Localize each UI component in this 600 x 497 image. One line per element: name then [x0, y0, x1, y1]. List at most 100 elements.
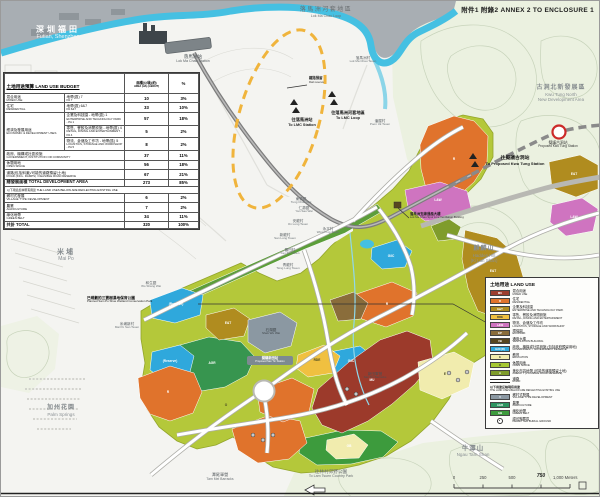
zone-code-et: E&T — [489, 269, 497, 273]
label-zh: 古洞北新發展區 — [536, 85, 586, 91]
shenzhen-buildings — [31, 9, 125, 36]
row-area: 57 — [124, 111, 169, 126]
label-proposed-kwu-tung-station: 擬議古洞站 Proposed Kwu Tung Station — [538, 141, 578, 149]
label-en: Lok Ma Chau Loop — [310, 13, 342, 18]
zone-ent-tech-3 — [205, 307, 251, 341]
label-en: Fan Tin Tsuen — [280, 251, 300, 256]
zone-mixed-use — [311, 330, 434, 434]
label-zh: 落馬洲支線通風大樓 — [410, 212, 441, 216]
label-shek-wu-wai: 石湖圍 Shek Wu Wai — [262, 328, 280, 336]
row-en: OPEN SPACE — [6, 164, 26, 169]
label-tam-mei-barracks: 潭尾軍營 Tam Mei Barracks — [206, 472, 233, 482]
grand-total-row: 共計 TOTAL 320 100% — [4, 220, 199, 229]
zone-code-e: E — [443, 372, 447, 376]
table-title-cell: 土地用途預算 LAND USE BUDGET — [4, 73, 125, 94]
label-zh: 永平村 — [322, 227, 334, 231]
scalebar-750: 750 — [536, 473, 546, 479]
label-en: Mai Po San Tsuen — [114, 325, 140, 330]
burial-ground-icon — [490, 417, 510, 424]
area-header-en: AREA (HA) (ABOUT) — [133, 84, 160, 88]
label-futian-shenzhen: 深圳福田 Futian, Shenzhen — [36, 25, 80, 41]
legend-zh: 認可殯葬區 — [512, 416, 530, 421]
pct-header: % — [168, 73, 199, 94]
table-row: 道路(包括斜道)/可能的道路預留(土地) ROAD (INCL. RAMPS) /… — [4, 169, 199, 180]
legend-swatch-et: E&T — [490, 306, 510, 312]
highway-interchange — [252, 379, 276, 403]
legend-swatch-a: A — [490, 370, 510, 376]
row-en: GREEN BELT — [6, 216, 25, 221]
label-mai-po: 米埔 Mai Po — [57, 249, 75, 263]
zone-code-gb: GB — [346, 444, 352, 448]
row-zone-zh: 地帶(區) 6&7 — [66, 103, 88, 108]
road-symbol — [490, 379, 510, 384]
label-on-lung-tsuen: 安龍村 On Lung Tsuen — [288, 219, 308, 227]
road-network — [142, 124, 599, 477]
shenzhen-river — [1, 3, 459, 67]
legend-title-zh: 土地用途 — [490, 283, 510, 288]
label-en: Rail reserve — [309, 79, 324, 84]
label-en: San Tin Barracks — [363, 375, 387, 380]
legend-en: VENTILATION BUILDING — [512, 340, 544, 344]
label-zh: 青龍村 — [282, 263, 294, 267]
existing-use-note: 以下用途反映現有用途 THE LAND USES BELOW ARE REFLE… — [4, 185, 199, 194]
map-legend: 土地用途 LAND USE MU 混合用途 MIXED USE R 住宅 RESIDEN… — [485, 277, 599, 429]
label-en: New Development Area — [537, 96, 585, 102]
label-wo-shang-wai: 和生圍 Wo Shang Wai — [141, 281, 161, 289]
zone-code-o: O — [224, 403, 228, 407]
proposed-railway — [448, 123, 599, 189]
legend-zh: 混合用途 — [512, 289, 527, 293]
label-en: Wo Shang Wai — [141, 284, 161, 289]
label-hadden-hill: 麒麟山 Hadden Hill (Ki Lun Shan) — [471, 246, 498, 263]
row-pct: 11% — [168, 211, 199, 222]
row-area: 6 — [124, 192, 169, 204]
legend-swatch-r: R — [490, 298, 510, 304]
row-zh: 住宅 — [6, 103, 14, 108]
row-area: 37 — [124, 150, 169, 161]
label-en: Poon Uk Tsuen — [369, 122, 391, 127]
legend-en: MIXED USE — [512, 292, 528, 296]
scalebar-0: 0 — [452, 475, 456, 480]
existing-use-note-row: 以下用途反映現有用途 THE LAND USES BELOW ARE REFLE… — [4, 185, 199, 194]
legend-item: MU 混合用途 MIXED USE — [490, 289, 595, 296]
label-to-lmc-station: 往落馬洲站 To LMC Station — [288, 117, 316, 127]
zone-ecopark — [329, 291, 369, 322]
zone-code-et: E&T — [570, 172, 578, 176]
row-zone-zh: 零售、餐飲及消閒設施 - 地帶(區) 4 — [66, 126, 122, 131]
row-area: 5 — [124, 124, 169, 139]
zone-code-rde: RDE — [313, 358, 321, 362]
label-zh: 新田軍營 — [367, 372, 383, 376]
area-header-zh: 面積(公頃)(約) — [136, 80, 157, 85]
table-row: 綠化地帶 GREEN BELT 34 11% — [4, 211, 199, 222]
row-zh: 休憩用地 — [6, 161, 21, 166]
table-row: 鄉村式發展 VILLAGE TYPE DEVELOPMENT 6 2% — [4, 192, 199, 204]
legend-item: V 鄉村式發展 VILLAGE TYPE DEVELOPMENT — [490, 393, 595, 400]
row-pct: 18% — [168, 111, 199, 126]
legend-en: OPEN SPACE — [512, 364, 530, 368]
zone-code-r: R — [385, 302, 389, 306]
row-pct: 2% — [168, 202, 199, 213]
label-zh: 米埔新村 — [119, 322, 135, 326]
label-zh: 往擬議古洞站 — [500, 156, 530, 161]
label-en: Mai Po — [58, 256, 74, 263]
area-header-cell: 面積(公頃)(約) AREA (HA) (ABOUT) — [124, 73, 169, 94]
zone-code-gic: G/IC — [387, 254, 395, 258]
legend-swatch-gb: GB — [490, 410, 510, 416]
row-area: 273 — [124, 178, 169, 187]
legend-item: R 住宅 RESIDENTIAL — [490, 297, 595, 304]
page-title: 附件1 附錄2 ANNEX 2 TO ENCLOSURE 1 — [461, 7, 594, 14]
legend-item: L&W 物流、倉儲及工作坊 LOGISTICS, STORAGE AND WORKS… — [490, 321, 595, 328]
row-area: 33 — [124, 102, 169, 113]
row-pct: 85% — [168, 178, 199, 187]
legend-swatch-lw: L&W — [490, 322, 510, 328]
legend-item: E&T 企業及科技園 ENTERPRISE AND TECHNOLOGY PARK — [490, 305, 595, 312]
zone-education-1 — [417, 351, 475, 400]
label-zh: 加州花園 — [46, 405, 76, 411]
legend-zh: 零售、餐飲及消閒設施 — [512, 312, 547, 317]
zone-education-2 — [325, 433, 369, 460]
row-en: VILLAGE TYPE DEVELOPMENT — [6, 197, 50, 202]
label-en: San Lung Tsuen — [274, 236, 296, 241]
row-zone-en: ENTERPRISE AND TECHNOLOGY PARK - PA 1 — [66, 116, 122, 124]
label-en: On Lung Tsuen — [287, 222, 309, 227]
zone-code-reserve: (Reserve) — [168, 302, 184, 306]
